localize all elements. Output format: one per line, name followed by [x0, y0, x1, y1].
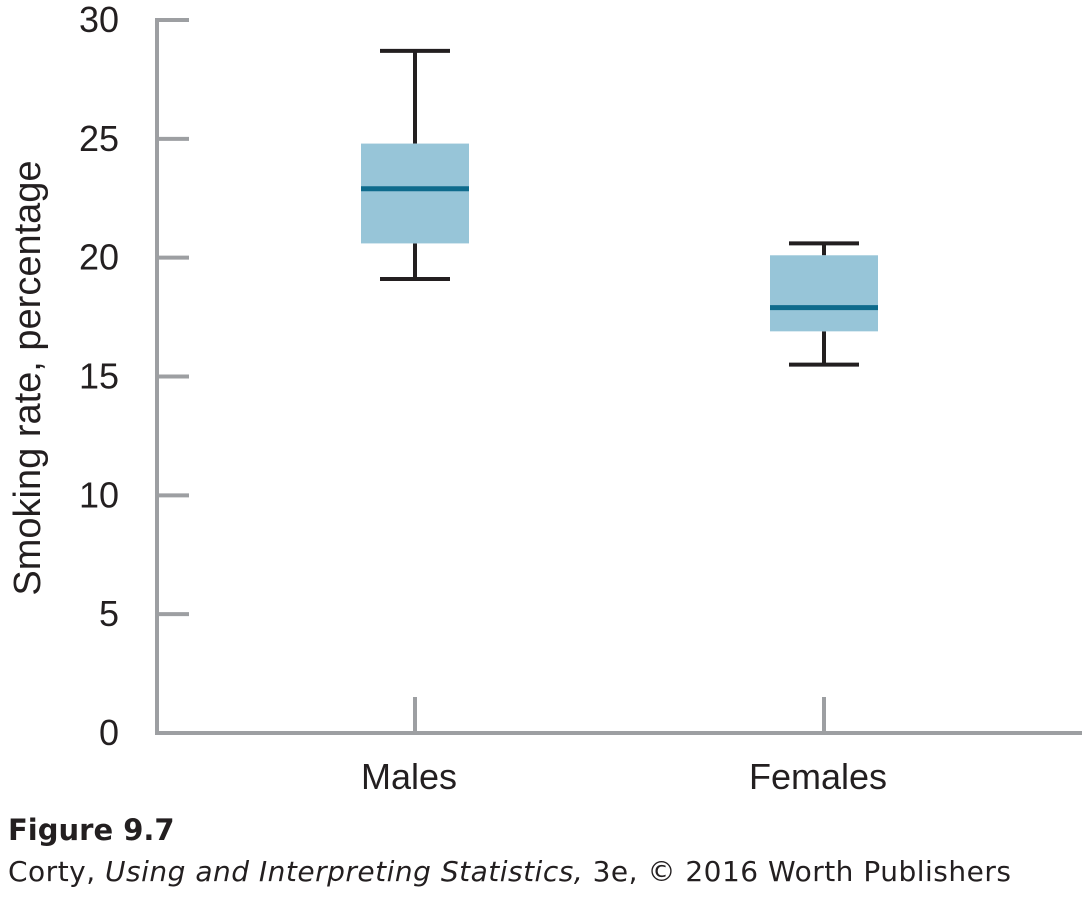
x-category-label: Males — [361, 756, 457, 797]
x-axis-categories: Males Females — [361, 697, 887, 797]
axes — [155, 18, 1082, 735]
figure-label: Figure 9.7 — [8, 813, 175, 847]
y-tick-label: 0 — [99, 712, 119, 753]
source-title: Using and Interpreting Statistics, — [105, 855, 584, 888]
y-tick-label: 5 — [99, 593, 119, 634]
y-tick-label: 20 — [79, 237, 119, 278]
iqr-box — [361, 143, 469, 244]
y-axis-title: Smoking rate, percentage — [7, 160, 49, 595]
box-plot-chart: 0 5 10 15 20 25 30 Males Females Smoking rate, … — [7, 0, 1082, 797]
y-tick-label: 25 — [79, 118, 119, 159]
x-category-label: Females — [749, 756, 887, 797]
source-rest: 3e, © 2016 Worth Publishers — [583, 855, 1012, 888]
box-males — [361, 48, 469, 282]
box-females — [770, 241, 878, 367]
y-tick-label: 10 — [79, 474, 119, 515]
iqr-box — [770, 255, 878, 332]
boxes — [361, 48, 878, 367]
source-author: Corty, — [8, 855, 106, 888]
y-tick-label: 15 — [79, 356, 119, 397]
y-tick-label: 30 — [79, 0, 119, 40]
figure-source: Corty, Using and Interpreting Statistics… — [8, 854, 1011, 890]
y-axis-ticks: 0 5 10 15 20 25 30 — [79, 0, 189, 753]
